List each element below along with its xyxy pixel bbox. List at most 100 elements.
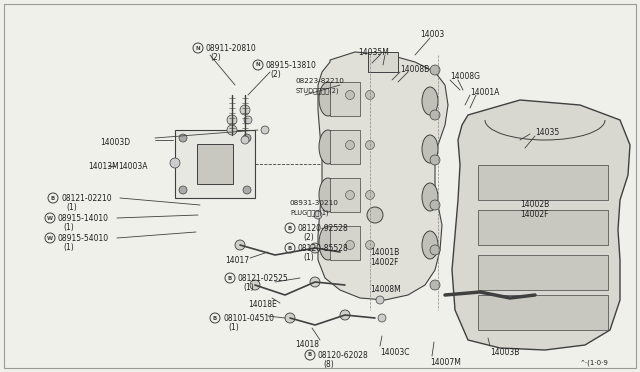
Bar [478, 165, 608, 200]
Ellipse shape [422, 231, 438, 259]
Circle shape [243, 186, 251, 194]
Ellipse shape [319, 130, 337, 164]
Text: (1): (1) [66, 203, 77, 212]
Text: STUDスタッド(2): STUDスタッド(2) [296, 87, 340, 94]
Bar [330, 130, 360, 164]
Circle shape [244, 116, 252, 124]
Bar [330, 226, 360, 260]
Bar [175, 130, 255, 198]
Text: 08915-14010: 08915-14010 [58, 214, 109, 223]
Text: (2): (2) [303, 233, 314, 242]
Text: 08915-54010: 08915-54010 [58, 234, 109, 243]
Circle shape [240, 105, 250, 115]
Text: PLUGプラグ(1): PLUGプラグ(1) [290, 209, 328, 216]
Circle shape [430, 200, 440, 210]
Text: 08915-13810: 08915-13810 [265, 61, 316, 70]
Ellipse shape [422, 135, 438, 163]
Text: B: B [308, 353, 312, 357]
Text: 08120-62028: 08120-62028 [318, 351, 369, 360]
Circle shape [346, 190, 355, 199]
Text: 08101-04510: 08101-04510 [223, 314, 274, 323]
Circle shape [235, 240, 245, 250]
Text: (2): (2) [210, 53, 221, 62]
Circle shape [241, 136, 249, 144]
Bar [478, 210, 608, 245]
Text: 14003D: 14003D [100, 138, 130, 147]
Circle shape [365, 241, 374, 250]
Circle shape [227, 125, 237, 135]
Text: 14013M: 14013M [88, 162, 119, 171]
Circle shape [250, 280, 260, 290]
Circle shape [285, 313, 295, 323]
Ellipse shape [319, 178, 337, 212]
Text: 14003A: 14003A [118, 162, 147, 171]
Text: B: B [213, 315, 217, 321]
Bar [478, 255, 608, 290]
Text: W: W [47, 215, 53, 221]
Circle shape [261, 126, 269, 134]
Circle shape [365, 141, 374, 150]
Text: (1): (1) [228, 323, 239, 332]
Text: 14008B: 14008B [400, 65, 429, 74]
Circle shape [430, 65, 440, 75]
Text: 08120-85528: 08120-85528 [298, 244, 349, 253]
Text: 14018: 14018 [295, 340, 319, 349]
Ellipse shape [319, 226, 337, 260]
Text: 08931-30210: 08931-30210 [290, 200, 339, 206]
Bar [478, 295, 608, 330]
Text: 14018E: 14018E [248, 300, 276, 309]
Text: 14035: 14035 [535, 128, 559, 137]
Text: 14001B: 14001B [370, 248, 399, 257]
Bar [197, 144, 233, 184]
Text: (1): (1) [243, 283, 253, 292]
Text: (1): (1) [63, 243, 74, 252]
Circle shape [346, 241, 355, 250]
Text: 08911-20810: 08911-20810 [205, 44, 256, 53]
Text: —: — [108, 162, 116, 171]
Circle shape [314, 211, 322, 219]
Circle shape [310, 277, 320, 287]
Text: 14008M: 14008M [370, 285, 401, 294]
Text: N: N [196, 45, 200, 51]
Text: 08120-92528: 08120-92528 [298, 224, 349, 233]
Bar [330, 82, 360, 116]
Circle shape [365, 90, 374, 99]
Text: 14007M: 14007M [430, 358, 461, 367]
Circle shape [227, 115, 237, 125]
Circle shape [430, 280, 440, 290]
Circle shape [346, 90, 355, 99]
Text: B: B [288, 246, 292, 250]
Text: 14002F: 14002F [370, 258, 399, 267]
Circle shape [430, 110, 440, 120]
Bar [330, 178, 360, 212]
Ellipse shape [422, 183, 438, 211]
Text: 14003C: 14003C [380, 348, 410, 357]
Ellipse shape [319, 82, 337, 116]
Circle shape [179, 134, 187, 142]
Text: 08121-02210: 08121-02210 [61, 194, 111, 203]
Text: B: B [288, 225, 292, 231]
Circle shape [430, 155, 440, 165]
Text: 08223-82210: 08223-82210 [296, 78, 345, 84]
Text: W: W [47, 235, 53, 241]
Text: 14002B: 14002B [520, 200, 549, 209]
Bar [368, 52, 398, 72]
Text: 14008G: 14008G [450, 72, 480, 81]
Text: (2): (2) [270, 70, 281, 79]
Text: (8): (8) [323, 360, 333, 369]
Circle shape [367, 207, 383, 223]
Polygon shape [452, 100, 630, 350]
Text: 08121-02525: 08121-02525 [238, 274, 289, 283]
Circle shape [243, 134, 251, 142]
Circle shape [430, 245, 440, 255]
Text: 14003: 14003 [420, 30, 444, 39]
Text: B: B [51, 196, 55, 201]
Circle shape [346, 141, 355, 150]
Circle shape [179, 186, 187, 194]
Text: (1): (1) [63, 223, 74, 232]
Text: (1): (1) [303, 253, 314, 262]
Text: N: N [256, 62, 260, 67]
Text: B: B [228, 276, 232, 280]
Ellipse shape [422, 87, 438, 115]
Text: 14017: 14017 [225, 256, 249, 265]
